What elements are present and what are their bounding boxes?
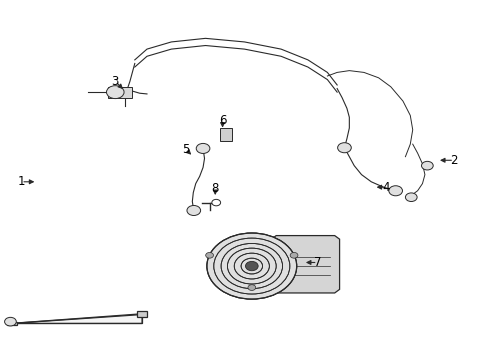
Polygon shape — [220, 128, 231, 140]
Circle shape — [206, 233, 296, 299]
Circle shape — [388, 186, 402, 196]
Circle shape — [211, 199, 220, 206]
Circle shape — [196, 143, 209, 153]
Polygon shape — [10, 314, 142, 323]
Text: 2: 2 — [449, 154, 457, 167]
Circle shape — [206, 233, 296, 299]
Circle shape — [421, 161, 432, 170]
Text: 8: 8 — [211, 183, 219, 195]
Polygon shape — [7, 321, 17, 325]
Text: 6: 6 — [218, 114, 226, 127]
Text: 7: 7 — [313, 256, 321, 269]
Circle shape — [245, 261, 258, 271]
Polygon shape — [137, 311, 147, 318]
Circle shape — [4, 318, 16, 326]
Text: 4: 4 — [382, 181, 389, 194]
Circle shape — [205, 252, 213, 258]
Circle shape — [289, 252, 297, 258]
Text: 1: 1 — [18, 175, 25, 188]
Circle shape — [247, 285, 255, 291]
Circle shape — [405, 193, 416, 202]
Circle shape — [186, 206, 200, 216]
Polygon shape — [271, 235, 339, 293]
Circle shape — [337, 143, 350, 153]
Polygon shape — [108, 87, 132, 98]
Text: 3: 3 — [111, 75, 119, 88]
Circle shape — [106, 86, 124, 99]
Text: 5: 5 — [182, 143, 189, 156]
